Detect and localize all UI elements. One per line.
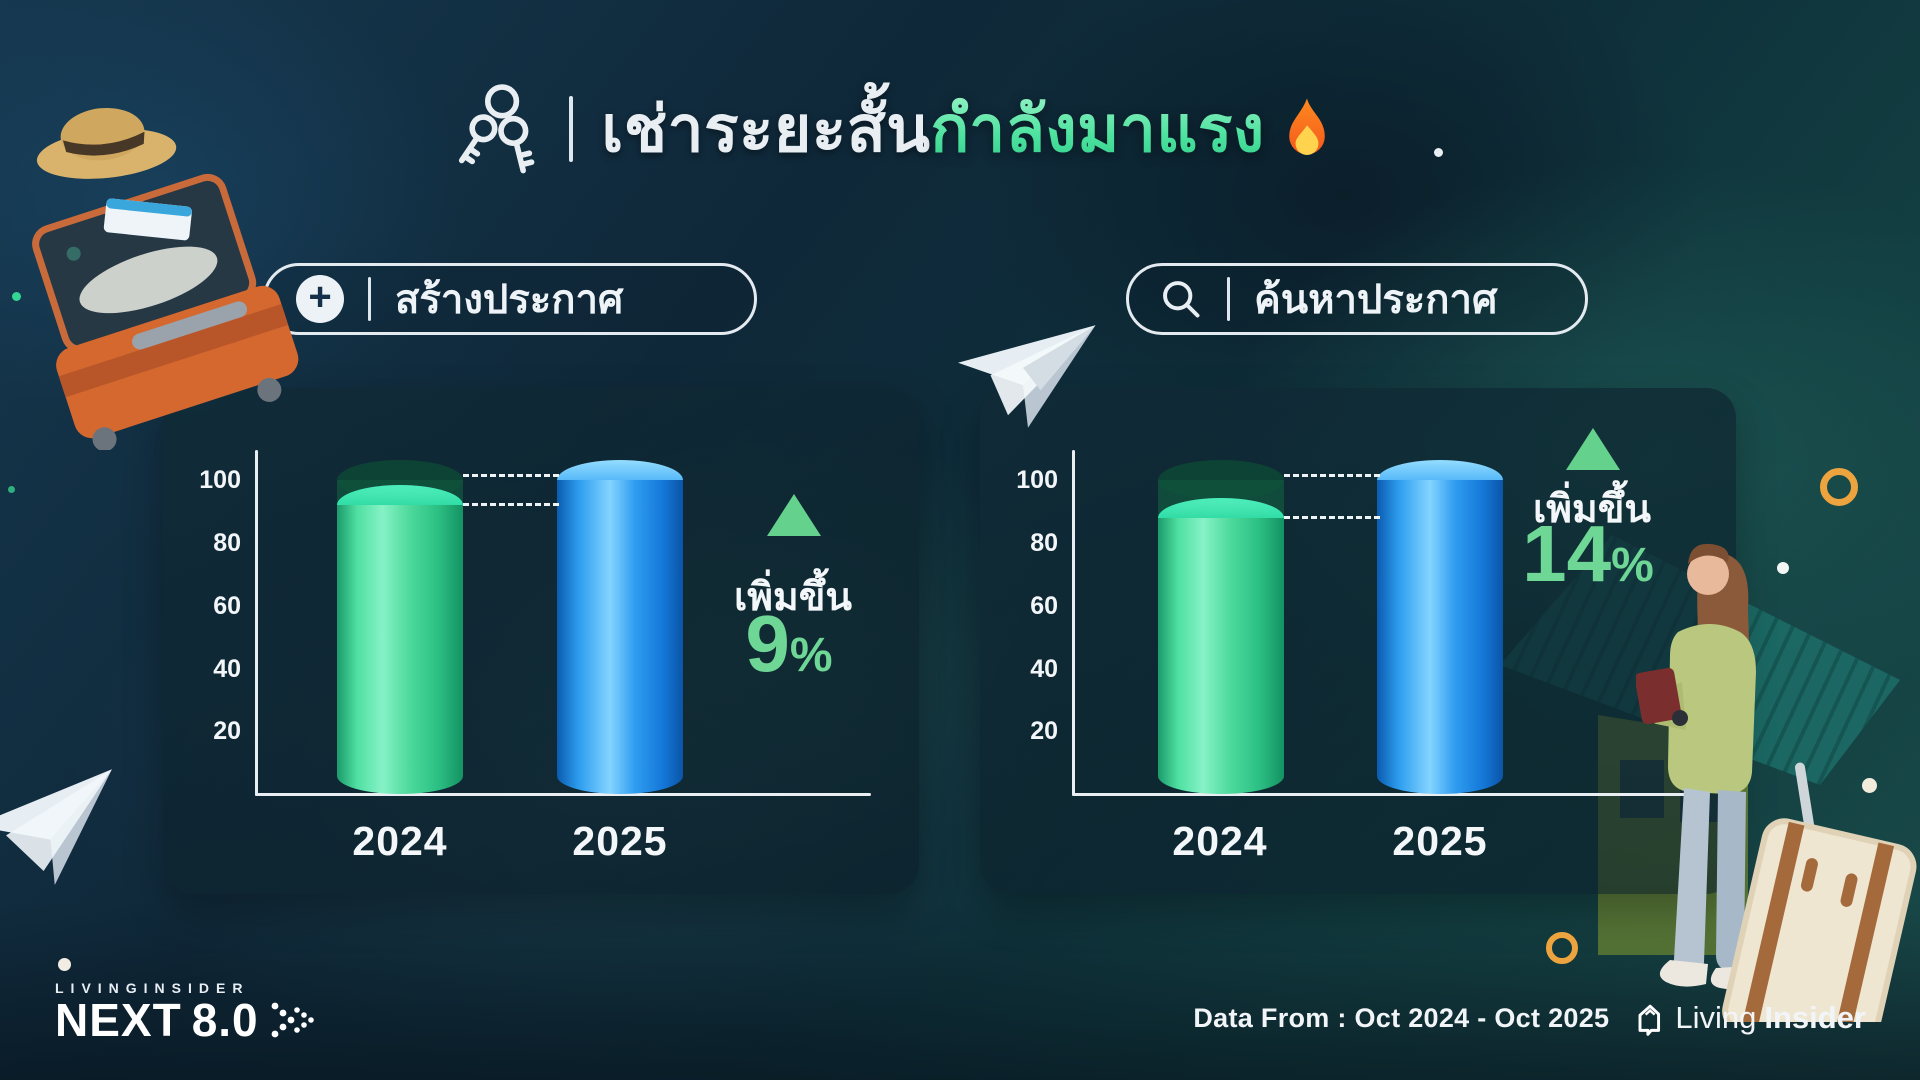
- increase-label: เพิ่มขึ้น: [1532, 488, 1652, 531]
- livinginsider-house-icon: [1638, 1004, 1661, 1036]
- y-tick: 20: [213, 717, 241, 745]
- x-label-2024: 2024: [352, 818, 448, 864]
- cream-dot: [1862, 778, 1877, 793]
- chart-panel-search: 100 80 60 40 20 2024 2025 เพิ่มขึ้น 14%: [980, 388, 1736, 894]
- keys-icon: [459, 84, 535, 174]
- logo-big-text: NEXT: [55, 994, 182, 1046]
- x-label-2025: 2025: [572, 818, 668, 864]
- plus-icon: +: [296, 275, 344, 323]
- y-tick: 100: [199, 466, 241, 494]
- search-icon: [1163, 281, 1200, 318]
- increase-value: 14%: [1522, 509, 1654, 598]
- y-tick: 40: [213, 655, 241, 683]
- bar-2025: [557, 460, 683, 794]
- dotted-chevron-icon: [271, 1002, 314, 1038]
- y-tick: 80: [213, 529, 241, 557]
- suitcase-illustration: [32, 107, 299, 450]
- dash-line-2024-top: [463, 503, 559, 506]
- data-source-text: Data From : Oct 2024 - Oct 2025: [1193, 1002, 1610, 1033]
- dash-line-100: [1284, 474, 1380, 477]
- white-dot: [58, 958, 71, 971]
- title-text-green: กำลังมาแรง: [931, 78, 1265, 180]
- y-tick: 20: [1030, 717, 1058, 745]
- dash-line-100: [463, 474, 559, 477]
- next-8-logo: LIVINGINSIDER NEXT 8.0: [55, 980, 323, 1044]
- title-separator: [569, 96, 574, 162]
- y-tick: 80: [1030, 529, 1058, 557]
- traveler-illustration: [1636, 543, 1917, 1022]
- orange-ring: [1820, 468, 1858, 506]
- x-label-2025: 2025: [1392, 818, 1488, 864]
- x-axis: [1072, 793, 1688, 796]
- search-listing-label: ค้นหาประกาศ: [1254, 278, 1498, 322]
- increase-value: 9%: [745, 599, 833, 688]
- livinginsider-brand: Living Insider: [1631, 1000, 1866, 1036]
- title-text-white: เช่าระยะสั้น: [601, 93, 931, 165]
- button-separator: [1227, 277, 1230, 321]
- y-tick: 60: [213, 592, 241, 620]
- green-dot: [12, 292, 21, 301]
- logo-version-text: 8.0: [191, 994, 259, 1046]
- white-dot: [1777, 562, 1789, 574]
- create-listing-label: สร้างประกาศ: [395, 278, 624, 322]
- y-tick: 40: [1030, 655, 1058, 683]
- create-listing-button[interactable]: + สร้างประกาศ: [263, 263, 757, 335]
- search-listing-button[interactable]: ค้นหาประกาศ: [1126, 263, 1588, 335]
- white-dot: [1434, 148, 1443, 157]
- green-dot: [8, 486, 15, 493]
- dash-line-2024-top: [1284, 516, 1380, 519]
- y-axis: [1072, 450, 1075, 796]
- fire-icon: [1288, 98, 1325, 156]
- button-separator: [368, 277, 371, 321]
- y-tick: 60: [1030, 592, 1058, 620]
- y-axis: [255, 450, 258, 796]
- orange-ring: [1546, 932, 1578, 964]
- bar-2024: [337, 485, 463, 794]
- page-title: เช่าระยะสั้น กำลังมาแรง: [0, 78, 1854, 180]
- increase-arrow-icon: [1566, 428, 1620, 470]
- x-axis: [255, 793, 871, 796]
- increase-label: เพิ่มขึ้น: [733, 576, 853, 619]
- y-tick: 100: [1016, 466, 1058, 494]
- logo-small-text: LIVINGINSIDER: [55, 980, 250, 996]
- bar-2024: [1158, 497, 1284, 794]
- paper-plane-icon: [0, 769, 112, 886]
- x-label-2024: 2024: [1172, 818, 1268, 864]
- paper-plane-icon: [958, 325, 1096, 428]
- chart-panel-create: 100 80 60 40 20 2024 2025 เพิ่มขึ้น 9%: [163, 388, 919, 894]
- increase-arrow-icon: [767, 494, 821, 536]
- bar-2025: [1377, 460, 1503, 794]
